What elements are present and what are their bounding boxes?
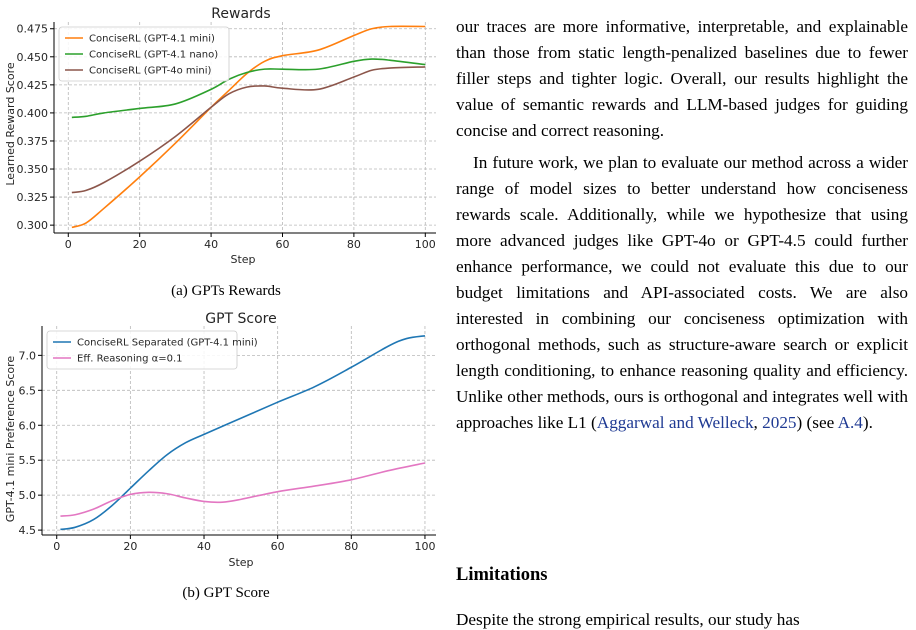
- paragraph-text: In future work, we plan to evaluate our …: [456, 153, 908, 432]
- plot-area: 0 20 40 60 80 100 0.300 0.325 0.350 0.375 0.400 0.4…: [17, 22, 436, 251]
- paragraph: our traces are more informative, interpr…: [456, 17, 908, 140]
- legend-box: [46, 330, 238, 370]
- y-tick-label: 0.300: [17, 219, 49, 232]
- legend-label: Eff. Reasoning α=0.1: [77, 354, 183, 365]
- legend-label: ConciseRL (GPT-4.1 nano): [89, 50, 218, 61]
- y-tick-label: 6.5: [19, 384, 37, 397]
- y-axis-label: GPT-4.1 mini Preference Score: [4, 356, 17, 523]
- y-tick-label: 0.350: [17, 163, 49, 176]
- y-tick-label: 0.400: [17, 107, 49, 120]
- figure-a-caption: (a) GPTs Rewards: [171, 283, 281, 299]
- y-axis-label: Learned Reward Score: [4, 62, 17, 185]
- y-tick-label: 6.0: [19, 419, 37, 432]
- y-tick-label: 0.450: [17, 51, 49, 64]
- paragraph-start: Despite the strong empirical results, ou…: [456, 610, 800, 629]
- y-tick-label: 0.325: [17, 191, 49, 204]
- y-tick-label: 0.375: [17, 135, 49, 148]
- paragraph-text: ).: [862, 413, 873, 432]
- appendix-ref-link[interactable]: A.4: [837, 413, 863, 432]
- chart-title: Rewards: [211, 6, 270, 22]
- x-tick-label: 60: [275, 238, 289, 251]
- rewards-chart: Rewards Learned Reward Score Step 0 20 40 6…: [4, 6, 436, 266]
- x-tick-label: 20: [133, 238, 147, 251]
- series-line: [71, 25, 426, 229]
- paragraph-text: ) (see: [796, 413, 838, 432]
- gpt-score-chart: GPT Score GPT-4.1 mini Preference Score …: [4, 311, 436, 569]
- series-line: [60, 462, 426, 517]
- body-text-column: our traces are more informative, interpr…: [456, 14, 908, 436]
- legend-box: [58, 26, 230, 82]
- legend-label: ConciseRL (GPT-4o mini): [89, 66, 212, 77]
- paragraph: In future work, we plan to evaluate our …: [456, 150, 908, 436]
- punctuation: ,: [753, 413, 763, 432]
- x-tick-label: 0: [53, 540, 60, 553]
- x-tick-label: 40: [204, 238, 218, 251]
- x-axis-label: Step: [230, 253, 255, 266]
- legend-label: ConciseRL (GPT-4.1 mini): [89, 34, 215, 45]
- x-tick-label: 20: [123, 540, 137, 553]
- series-line: [71, 66, 426, 194]
- citation-link[interactable]: Aggarwal and Welleck: [596, 413, 754, 432]
- legend-label: ConciseRL Separated (GPT-4.1 mini): [77, 338, 258, 349]
- x-tick-label: 100: [414, 540, 435, 553]
- section-heading: Limitations: [456, 565, 548, 585]
- citation-year-link[interactable]: 2025: [762, 413, 797, 432]
- x-tick-label: 80: [344, 540, 358, 553]
- series-line: [60, 334, 426, 531]
- x-tick-label: 40: [197, 540, 211, 553]
- x-tick-label: 80: [347, 238, 361, 251]
- y-tick-label: 5.5: [19, 454, 37, 467]
- y-tick-label: 0.425: [17, 79, 49, 92]
- y-tick-label: 4.5: [19, 524, 37, 537]
- x-tick-label: 0: [65, 238, 72, 251]
- y-tick-label: 5.0: [19, 489, 37, 502]
- figure-b-caption: (b) GPT Score: [182, 585, 270, 601]
- chart-title: GPT Score: [205, 311, 277, 327]
- x-tick-label: 60: [271, 540, 285, 553]
- y-tick-label: 7.0: [19, 349, 37, 362]
- x-axis-label: Step: [228, 556, 253, 569]
- x-tick-label: 100: [415, 238, 436, 251]
- plot-area: 0 20 40 60 80 100 4.5 5.0 5.5 6.0 6.5 7.0 ConciseRL …: [19, 326, 436, 553]
- series-line: [71, 58, 426, 119]
- y-tick-label: 0.475: [17, 23, 49, 36]
